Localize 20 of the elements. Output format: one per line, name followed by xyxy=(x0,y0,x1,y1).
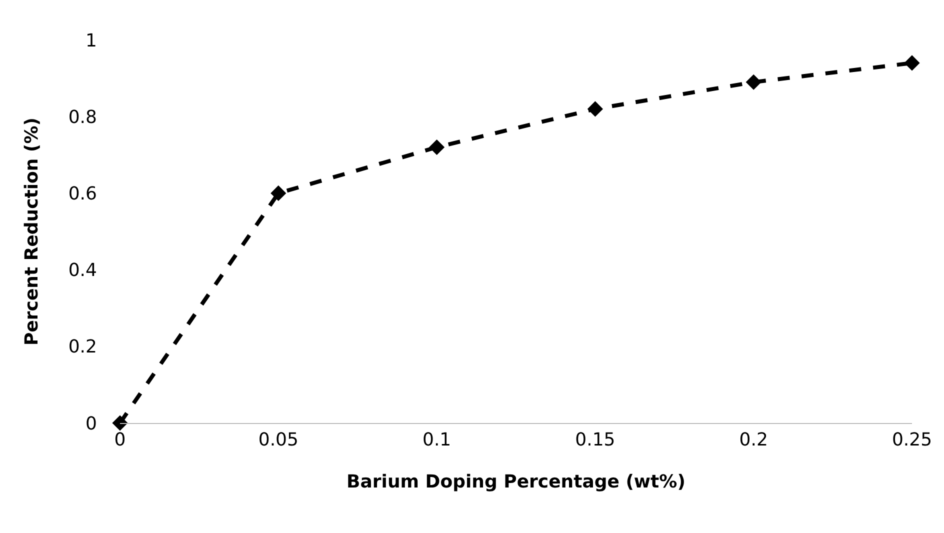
x-tick-label: 0 xyxy=(114,430,126,451)
point xyxy=(904,55,920,71)
x-tick-label: 0.15 xyxy=(575,430,616,451)
x-tick-label: 0.1 xyxy=(422,430,452,451)
y-tick-label: 1 xyxy=(86,30,97,52)
x-tick-label: 0.2 xyxy=(739,430,768,451)
point xyxy=(429,139,445,156)
y-tick-label: 0.6 xyxy=(68,184,97,204)
point xyxy=(270,185,286,201)
point xyxy=(587,101,603,117)
point xyxy=(746,74,762,90)
x-tick-label: 0.05 xyxy=(258,430,298,451)
y-tick-label: 0 xyxy=(86,413,97,434)
point xyxy=(112,415,128,431)
x-tick-label: 0.25 xyxy=(892,430,932,451)
y-tick-label: 0.2 xyxy=(68,336,97,358)
y-axis-title: Percent Reduction (%) xyxy=(22,118,43,346)
y-tick-label: 0.4 xyxy=(68,260,97,282)
x-axis-title: Barium Doping Percentage (wt%) xyxy=(346,472,686,493)
y-tick-label: 0.8 xyxy=(68,106,97,128)
